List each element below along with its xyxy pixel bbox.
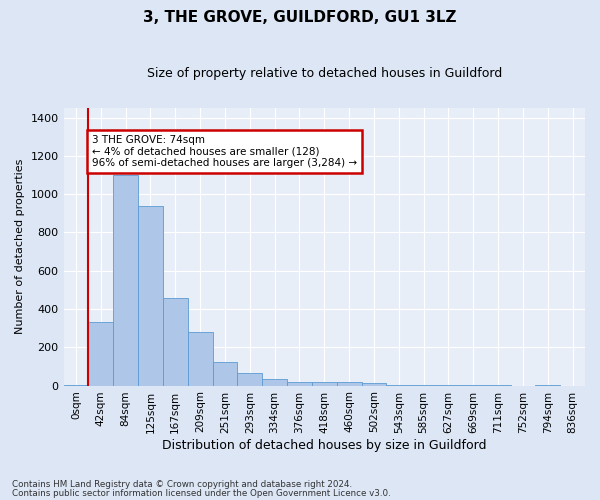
Bar	[535, 384, 560, 386]
Bar	[88, 322, 113, 386]
Bar	[212, 362, 238, 386]
Bar	[386, 384, 411, 386]
Y-axis label: Number of detached properties: Number of detached properties	[15, 159, 25, 334]
Bar	[238, 373, 262, 386]
Bar	[312, 382, 337, 386]
Text: Contains HM Land Registry data © Crown copyright and database right 2024.: Contains HM Land Registry data © Crown c…	[12, 480, 352, 489]
Text: Contains public sector information licensed under the Open Government Licence v3: Contains public sector information licen…	[12, 490, 391, 498]
Title: Size of property relative to detached houses in Guildford: Size of property relative to detached ho…	[146, 68, 502, 80]
Text: 3, THE GROVE, GUILDFORD, GU1 3LZ: 3, THE GROVE, GUILDFORD, GU1 3LZ	[143, 10, 457, 25]
Bar	[337, 382, 362, 386]
Bar	[138, 206, 163, 386]
Bar	[64, 384, 88, 386]
Bar	[411, 384, 436, 386]
Bar	[287, 382, 312, 386]
Bar	[188, 332, 212, 386]
Bar	[362, 382, 386, 386]
Bar	[262, 379, 287, 386]
X-axis label: Distribution of detached houses by size in Guildford: Distribution of detached houses by size …	[162, 440, 487, 452]
Bar	[163, 298, 188, 386]
Text: 3 THE GROVE: 74sqm
← 4% of detached houses are smaller (128)
96% of semi-detache: 3 THE GROVE: 74sqm ← 4% of detached hous…	[92, 135, 357, 168]
Bar	[436, 384, 461, 386]
Bar	[485, 384, 511, 386]
Bar	[461, 384, 485, 386]
Bar	[113, 175, 138, 386]
